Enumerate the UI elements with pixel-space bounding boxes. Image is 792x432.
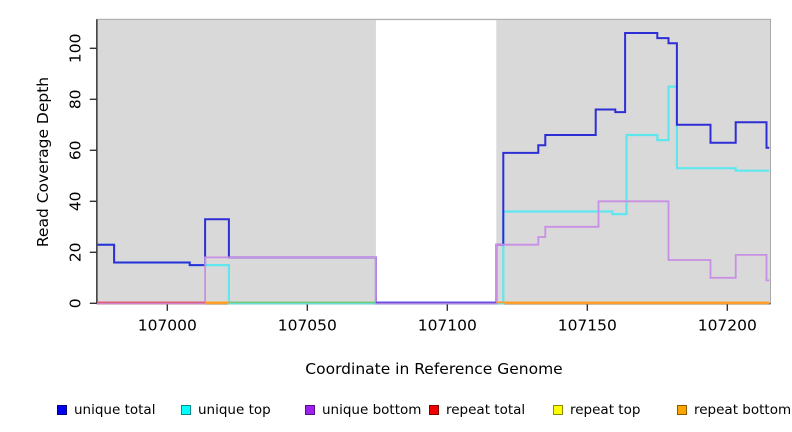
x-tick-label: 107150 bbox=[558, 316, 617, 334]
legend-item-unique-bottom: unique bottom bbox=[305, 402, 421, 418]
legend-swatch-icon bbox=[553, 405, 563, 415]
x-tick-label: 107200 bbox=[698, 316, 757, 334]
legend-item-repeat-bottom: repeat bottom bbox=[677, 402, 791, 418]
y-tick-label: 0 bbox=[66, 298, 84, 308]
legend-label: repeat bottom bbox=[694, 402, 792, 418]
legend-label: repeat total bbox=[446, 402, 526, 418]
legend-label: unique bottom bbox=[322, 402, 422, 418]
legend-label: unique top bbox=[198, 402, 271, 418]
y-tick-label: 40 bbox=[66, 191, 84, 211]
gap-band bbox=[375, 20, 497, 303]
y-tick-label: 20 bbox=[66, 242, 84, 262]
y-tick-label: 100 bbox=[66, 34, 84, 64]
series-unique-total bbox=[97, 32, 770, 305]
legend-swatch-icon bbox=[677, 405, 687, 415]
series-unique-bottom bbox=[97, 200, 770, 305]
legend-label: unique total bbox=[74, 402, 156, 418]
legend-label: repeat top bbox=[570, 402, 641, 418]
legend-swatch-icon bbox=[429, 405, 439, 415]
x-tick-label: 107050 bbox=[278, 316, 337, 334]
legend-swatch-icon bbox=[305, 405, 315, 415]
legend-item-repeat-top: repeat top bbox=[553, 402, 640, 418]
legend-item-unique-top: unique top bbox=[181, 402, 271, 418]
legend-swatch-icon bbox=[181, 405, 191, 415]
x-tick-label: 107000 bbox=[138, 316, 197, 334]
legend-item-repeat-total: repeat total bbox=[429, 402, 525, 418]
legend-swatch-icon bbox=[57, 405, 67, 415]
x-tick-label: 107100 bbox=[418, 316, 477, 334]
x-axis-title: Coordinate in Reference Genome bbox=[305, 360, 563, 378]
y-axis-title: Read Coverage Depth bbox=[34, 76, 52, 248]
legend-item-unique-total: unique total bbox=[57, 402, 155, 418]
y-tick-label: 80 bbox=[66, 89, 84, 109]
y-tick-label: 60 bbox=[66, 140, 84, 160]
